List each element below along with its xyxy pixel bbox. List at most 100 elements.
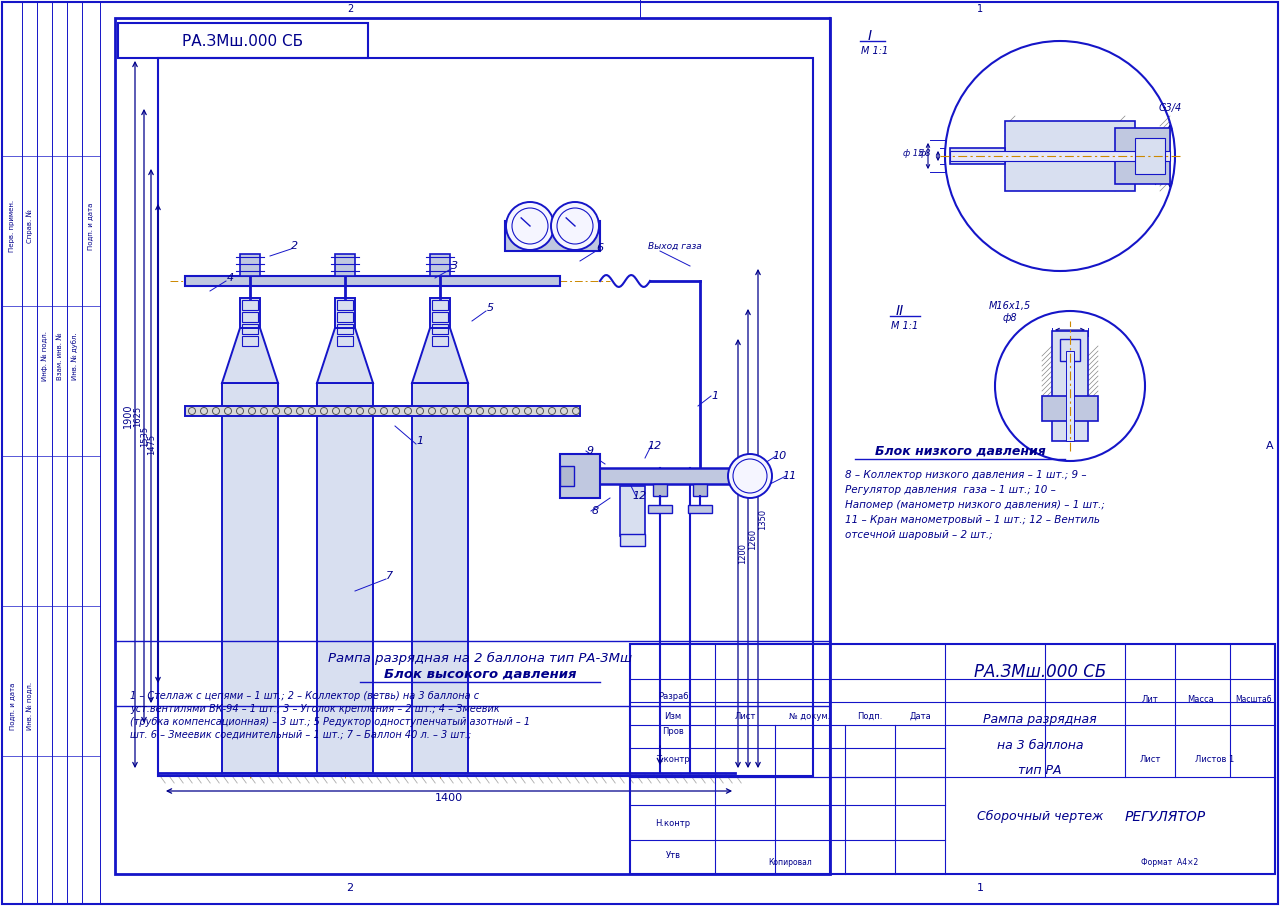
Text: Разраб: Разраб (658, 692, 689, 701)
Text: Напомер (манометр низкого давления) – 1 шт.;: Напомер (манометр низкого давления) – 1 … (845, 500, 1105, 510)
Bar (430, 254, 451, 276)
Text: 4: 4 (227, 273, 233, 283)
Bar (1115, 128, 1170, 184)
Bar (1135, 138, 1165, 174)
Text: М 1:1: М 1:1 (861, 46, 888, 56)
Text: Лист: Лист (1139, 755, 1161, 764)
Text: 2: 2 (292, 241, 298, 251)
Bar (1042, 396, 1098, 421)
Text: A: A (1266, 441, 1274, 451)
Text: Н.контр: Н.контр (655, 819, 691, 828)
Bar (653, 484, 667, 496)
Bar (335, 298, 355, 328)
Bar (430, 298, 451, 328)
Circle shape (550, 202, 599, 250)
Text: 8 – Коллектор низкого давления – 1 шт.; 9 –: 8 – Коллектор низкого давления – 1 шт.; … (845, 470, 1087, 480)
Text: 11 – Кран манометровый – 1 шт.; 12 – Вентиль: 11 – Кран манометровый – 1 шт.; 12 – Вен… (845, 515, 1100, 525)
Text: Инв. № подл.: Инв. № подл. (27, 682, 33, 730)
Bar (1066, 351, 1074, 441)
Text: РА.ЗМш.000 СБ: РА.ЗМш.000 СБ (974, 662, 1106, 680)
Text: 7: 7 (387, 571, 393, 581)
Text: Масса: Масса (1187, 695, 1213, 704)
Text: 3: 3 (452, 261, 458, 271)
Bar (692, 484, 707, 496)
Text: I: I (868, 29, 872, 43)
Bar (186, 276, 561, 286)
Text: Подп. и дата: Подп. и дата (9, 682, 15, 729)
Text: Копировал: Копировал (768, 858, 812, 867)
Text: 1: 1 (977, 883, 983, 893)
Text: РА.ЗМш.000 СБ: РА.ЗМш.000 СБ (183, 34, 303, 49)
Bar (950, 148, 1005, 164)
Text: Лист: Лист (735, 712, 755, 721)
Circle shape (728, 454, 772, 498)
Bar (317, 383, 372, 773)
Text: уст.вентилями ВК-94 – 1 шт.; 3 – Уголок крепления – 2 шт.; 4 – Змеевик: уст.вентилями ВК-94 – 1 шт.; 3 – Уголок … (131, 704, 499, 714)
Text: Подп. и дата: Подп. и дата (87, 202, 93, 250)
Text: 5: 5 (486, 303, 494, 313)
Text: 1900: 1900 (123, 404, 133, 429)
Text: Регулятор давления  газа – 1 шт.; 10 –: Регулятор давления газа – 1 шт.; 10 – (845, 485, 1056, 495)
Text: 10: 10 (773, 451, 787, 461)
Text: Изм: Изм (664, 712, 681, 721)
Bar (433, 336, 448, 346)
Text: РЕГУЛЯТОР: РЕГУЛЯТОР (1124, 809, 1206, 824)
Bar (118, 23, 369, 58)
Text: Листов 1: Листов 1 (1196, 755, 1235, 764)
Bar (412, 383, 468, 773)
Bar (950, 151, 1170, 161)
Bar (242, 324, 259, 334)
Text: G3/4: G3/4 (1158, 103, 1181, 113)
Bar (620, 486, 645, 536)
Bar (241, 254, 260, 276)
Bar (242, 312, 259, 322)
Bar (433, 312, 448, 322)
Text: М 1:1: М 1:1 (891, 321, 919, 331)
Text: M16x1,5: M16x1,5 (989, 301, 1032, 311)
Text: Справ. №: Справ. № (27, 209, 33, 243)
Text: шт. 6 – Змеевик соединительный – 1 шт.; 7 – Баллон 40 л. – 3 шт.;: шт. 6 – Змеевик соединительный – 1 шт.; … (131, 730, 471, 740)
Text: 1200: 1200 (739, 544, 748, 564)
Polygon shape (317, 328, 372, 383)
Bar (115, 18, 829, 874)
Text: Блок высокого давления: Блок высокого давления (384, 668, 576, 680)
Text: Масштаб: Масштаб (1235, 695, 1271, 704)
Text: ф8: ф8 (919, 149, 932, 159)
Bar (242, 300, 259, 310)
Bar (221, 383, 278, 773)
Bar (433, 300, 448, 310)
Bar (337, 312, 353, 322)
Text: 6: 6 (596, 243, 604, 253)
Bar (689, 505, 712, 513)
Bar (620, 534, 645, 546)
Text: (трубка компенсационная) – 3 шт.; 5 Редуктор одноступенчатый азотный – 1: (трубка компенсационная) – 3 шт.; 5 Реду… (131, 717, 530, 727)
Text: Взам. инв. №: Взам. инв. № (58, 333, 63, 380)
Polygon shape (221, 328, 278, 383)
Text: отсечной шаровый – 2 шт.;: отсечной шаровый – 2 шт.; (845, 530, 992, 540)
Bar (186, 406, 580, 416)
Text: 1: 1 (712, 391, 718, 401)
Text: 1: 1 (977, 4, 983, 14)
Bar (337, 300, 353, 310)
Text: Лит: Лит (1142, 695, 1158, 704)
Text: II: II (896, 304, 904, 318)
Bar (335, 254, 355, 276)
Text: Рампа разрядная: Рампа разрядная (983, 713, 1097, 727)
Bar (433, 324, 448, 334)
Text: 1400: 1400 (435, 793, 463, 803)
Text: Утв: Утв (666, 851, 681, 860)
Text: 11: 11 (783, 471, 797, 481)
Text: на 3 баллона: на 3 баллона (997, 738, 1083, 752)
Bar (1005, 121, 1135, 191)
Bar (561, 466, 573, 486)
Text: Рампа разрядная на 2 баллона тип РА-3Мш: Рампа разрядная на 2 баллона тип РА-3Мш (328, 651, 632, 664)
Bar (337, 324, 353, 334)
Text: 2: 2 (347, 883, 353, 893)
Text: 1350: 1350 (759, 508, 768, 530)
Bar (241, 298, 260, 328)
Text: 12: 12 (648, 441, 662, 451)
Bar (506, 221, 600, 251)
Text: 1 – Стеллаж с цепями – 1 шт.; 2 – Коллектор (ветвь) на 3 баллона с: 1 – Стеллаж с цепями – 1 шт.; 2 – Коллек… (131, 691, 479, 701)
Text: 1625: 1625 (133, 406, 142, 427)
Bar (630, 644, 1275, 874)
